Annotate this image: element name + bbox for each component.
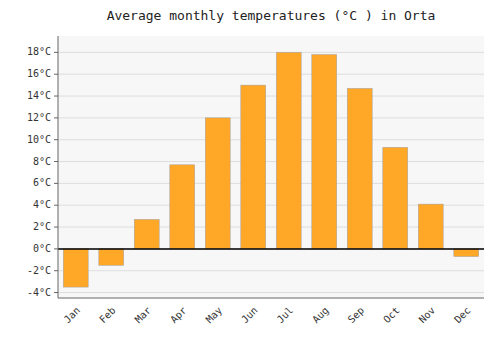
x-tick-label: Feb [97, 305, 118, 326]
y-tick-label: 16°C [27, 68, 51, 79]
x-tick-label: Apr [168, 305, 189, 326]
x-tick-label: May [204, 305, 225, 326]
bars [63, 52, 478, 287]
x-tick-label: Jun [239, 305, 260, 326]
grid-line [58, 270, 484, 271]
x-tick-label: Mar [133, 305, 154, 326]
grid-line [58, 139, 484, 140]
y-tick [54, 161, 58, 162]
grid-line [58, 52, 484, 53]
y-tick [54, 52, 58, 53]
y-tick-label: 10°C [27, 134, 51, 145]
bar [63, 249, 88, 287]
x-tick-label: Sep [346, 305, 367, 326]
y-tick [54, 270, 58, 271]
y-tick-label: 2°C [33, 221, 51, 232]
y-tick [54, 205, 58, 206]
y-tick-label: 4°C [33, 199, 51, 210]
bar [205, 118, 230, 249]
x-tick-label: Aug [310, 305, 331, 326]
grid-line [58, 161, 484, 162]
bar [383, 147, 408, 249]
bar [312, 55, 337, 249]
y-tick-label: 12°C [27, 112, 51, 123]
y-tick-label: 6°C [33, 177, 51, 188]
y-tick [54, 117, 58, 118]
y-tick-label: -4°C [27, 287, 51, 298]
grid-line [58, 96, 484, 97]
bar [241, 85, 266, 249]
bar [418, 204, 443, 249]
y-tick-label: -2°C [27, 265, 51, 276]
grid-line [58, 248, 484, 249]
y-tick-label: 8°C [33, 156, 51, 167]
chart: -4°C -2°C 0°C 2°C 4°C 6°C 8°C 10°C 12°C 14°C 16°C 1… [0, 0, 500, 350]
plot-background [58, 36, 484, 298]
y-tick [54, 96, 58, 97]
grid-line [58, 183, 484, 184]
x-tick-label: Nov [417, 305, 438, 326]
x-tick-label: Dec [452, 305, 473, 326]
y-tick [54, 74, 58, 75]
x-tick-label: Oct [381, 305, 402, 326]
bar [347, 88, 372, 248]
y-tick [54, 227, 58, 228]
bar [134, 219, 159, 248]
x-axis-line [58, 298, 484, 299]
y-tick [54, 183, 58, 184]
x-tick-label: Jan [62, 305, 83, 326]
y-tick [54, 248, 58, 249]
title: Average monthly temperatures (°C ) in Or… [107, 8, 436, 23]
grid-line [58, 117, 484, 118]
y-tick-label: 18°C [27, 46, 51, 57]
bar [454, 249, 479, 257]
y-tick [54, 139, 58, 140]
zero-line [58, 248, 484, 250]
bar [276, 52, 301, 249]
y-tick-label: 0°C [33, 243, 51, 254]
y-tick [54, 292, 58, 293]
y-tick-label: 14°C [27, 90, 51, 101]
bar [99, 249, 124, 265]
bar [170, 165, 195, 249]
grid-line [58, 74, 484, 75]
chart-container: -4°C -2°C 0°C 2°C 4°C 6°C 8°C 10°C 12°C 14°C 16°C 1… [0, 0, 500, 350]
x-tick-label: Jul [275, 305, 296, 326]
grid-line [58, 292, 484, 293]
y-axis-line [58, 36, 59, 298]
